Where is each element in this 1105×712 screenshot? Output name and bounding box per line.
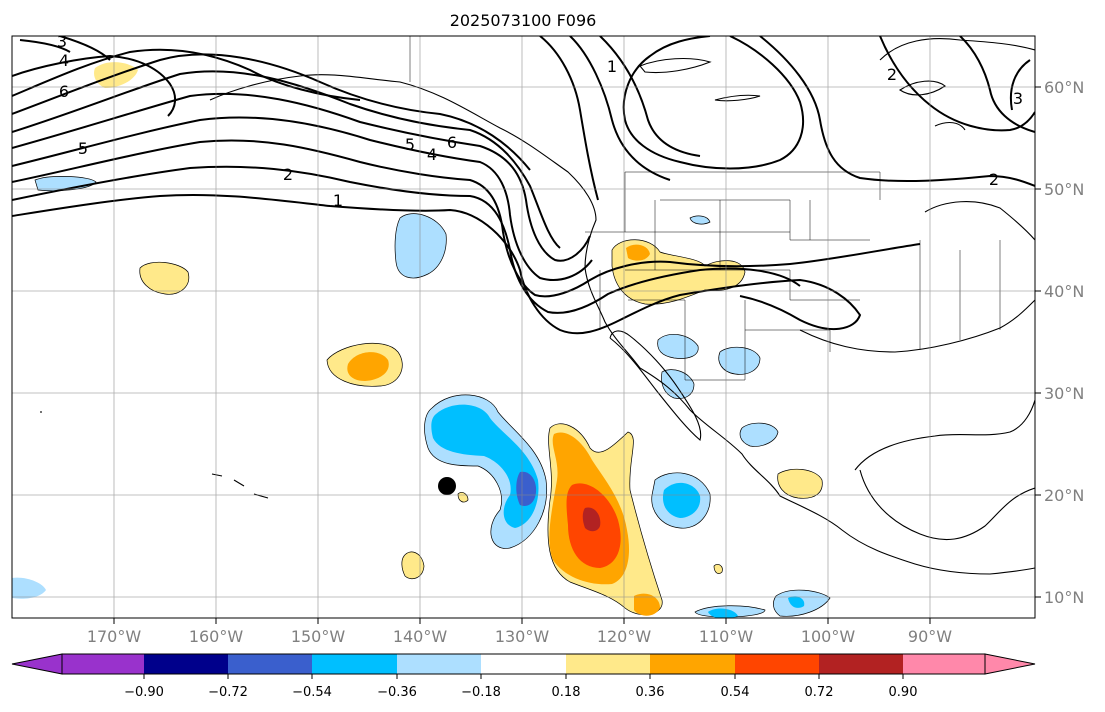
contour-label: 6 [59,82,69,101]
colorbar-tick-label: 0.18 [552,685,581,700]
latitude-label: 20°N [1044,486,1084,505]
colorbar-bin [62,654,144,674]
longitude-label: 160°W [189,627,244,646]
gridlines [12,36,1035,618]
colorbar-tick-label: −0.18 [461,685,501,700]
latitude-label: 60°N [1044,78,1084,97]
figure-title: 2025073100 F096 [450,11,597,30]
contour-label: 5 [78,139,88,158]
colorbar-tick-label: 0.54 [721,685,750,700]
contour-label: 1 [607,57,617,76]
contour-label: 2 [283,165,293,184]
latitude-label: 30°N [1044,384,1084,403]
latitude-labels: 60°N 50°N 40°N 30°N 20°N 10°N [1044,78,1084,607]
colorbar-bin [228,654,312,674]
longitude-label: 90°W [908,627,952,646]
contour-label: 3 [57,32,67,51]
map-frame [11,35,1036,619]
latitude-label: 40°N [1044,282,1084,301]
longitude-label: 110°W [699,627,754,646]
longitude-label: 170°W [87,627,142,646]
colorbar-bin [650,654,735,674]
contour-label: 1 [333,191,343,210]
longitude-label: 140°W [393,627,448,646]
colorbar-tick-label: −0.54 [292,685,332,700]
colorbar-tick-label: 0.72 [805,685,834,700]
latitude-label: 10°N [1044,588,1084,607]
contour-label: 4 [427,145,437,164]
colorbar-ticks [143,674,904,679]
axis-ticks [113,86,1041,624]
contour-label: 2 [887,65,897,84]
contour-label: 2 [989,170,999,189]
colorbar-segments [12,654,1035,674]
colorbar-bin [397,654,481,674]
longitude-label: 100°W [801,627,856,646]
contour-labels: 3 4 6 5 2 1 5 4 6 1 2 2 3 [57,32,1023,210]
colorbar-outline [61,653,986,675]
storm-position-marker [438,477,456,495]
colorbar-tick-label: 0.90 [889,685,918,700]
colorbar-bin [566,654,650,674]
colorbar-tick-label: 0.36 [636,685,665,700]
longitude-label: 130°W [495,627,550,646]
contour-label: 4 [59,51,69,70]
colorbar-bin [819,654,903,674]
colorbar-tick-labels: −0.90 −0.72 −0.54 −0.36 −0.18 0.18 0.36 … [124,685,917,700]
map-area: 3 4 6 5 2 1 5 4 6 1 2 2 3 [12,32,1035,618]
anomaly-shading [12,62,831,618]
colorbar-bin [312,654,397,674]
colorbar-tick-label: −0.36 [377,685,417,700]
colorbar-tick-label: −0.90 [124,685,164,700]
colorbar-tick-label: −0.72 [208,685,248,700]
colorbar-bin [144,654,228,674]
colorbar-extend-low [12,654,62,674]
longitude-labels: 170°W 160°W 150°W 140°W 130°W 120°W 110°… [87,627,952,646]
longitude-label: 150°W [291,627,346,646]
colorbar-extend-high [985,654,1035,674]
colorbar: −0.90 −0.72 −0.54 −0.36 −0.18 0.18 0.36 … [11,653,1036,700]
longitude-label: 120°W [597,627,652,646]
colorbar-bin [735,654,819,674]
colorbar-bin [481,654,566,674]
contour-label: 6 [447,133,457,152]
latitude-label: 50°N [1044,180,1084,199]
colorbar-bin [903,654,985,674]
contour-label: 3 [1013,89,1023,108]
contour-label: 5 [405,135,415,154]
